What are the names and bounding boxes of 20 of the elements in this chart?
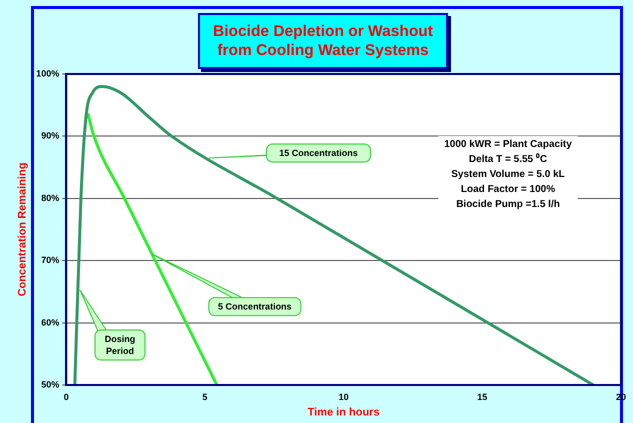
annotation: System Volume = 5.0 kL [451, 168, 565, 180]
annotation: Biocide Pump =1.5 l/h [456, 198, 560, 210]
y-tick-label: 90% [41, 130, 60, 141]
annotation: Load Factor = 100% [460, 184, 556, 195]
x-tick-label: 15 [477, 392, 488, 402]
y-tick-label: 80% [41, 192, 60, 203]
x-tick-label: 0 [64, 392, 69, 402]
speech-bubble: Dosing Period [78, 288, 147, 362]
annotation: 1000 kWR = Plant Capacity [444, 138, 572, 150]
y-tick-label: 50% [41, 379, 60, 390]
y-tick-label: 100% [36, 68, 60, 78]
y-tick-label: 70% [41, 255, 60, 266]
x-axis-title: Time in hours [308, 406, 380, 418]
x-tick-label: 5 [202, 392, 208, 402]
y-tick-label: 60% [41, 317, 60, 328]
annotation: Dosing Period [104, 334, 136, 356]
chart-title: Biocide Depletion or Washout from Cooling Water Systems [198, 13, 448, 69]
x-tick-label: 10 [338, 392, 349, 402]
y-axis-title: Concentration Remaining [16, 162, 29, 296]
annotation: Delta T = 5.55 ⁰C [468, 152, 548, 165]
